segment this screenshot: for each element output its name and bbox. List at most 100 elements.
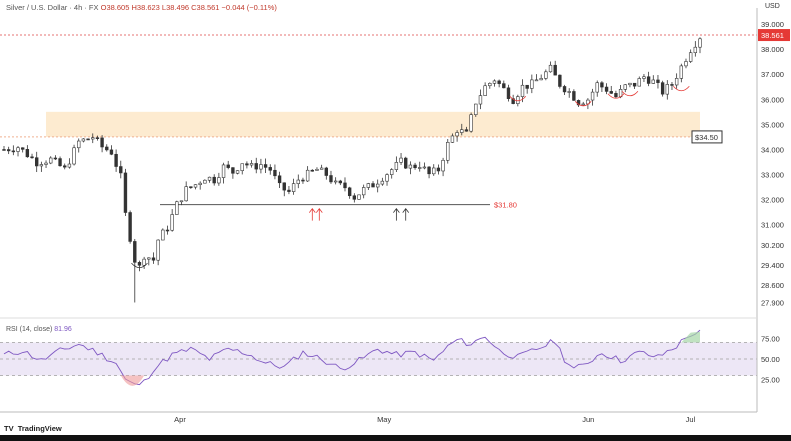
candle — [600, 81, 604, 92]
candle-body — [119, 166, 123, 174]
candle-body — [226, 164, 230, 168]
candle — [81, 138, 86, 143]
candle-body — [109, 149, 114, 155]
annotation-arrow — [308, 207, 316, 221]
candle — [58, 156, 62, 167]
level-label-34-50: $34.50 — [695, 133, 718, 142]
candle — [25, 145, 30, 158]
candle-body — [375, 183, 380, 188]
time-tick-label: Apr — [174, 415, 186, 424]
candle-body — [693, 46, 698, 54]
candle — [674, 73, 679, 89]
price-tick-label: 35.000 — [761, 120, 784, 129]
candle-body — [492, 80, 497, 84]
candle-body — [245, 163, 249, 166]
candle-body — [193, 184, 198, 188]
candle-body — [460, 129, 464, 133]
resistance-zone — [46, 111, 700, 137]
candle-body — [315, 168, 319, 171]
candle-body — [632, 82, 637, 87]
price-tick-label: 34.000 — [761, 145, 784, 154]
rsi-overbought-fill — [681, 331, 700, 343]
candle — [632, 82, 637, 89]
candle — [651, 75, 655, 84]
ohlc-readout: O38.605 H38.623 L38.496 C38.561 −0.044 (… — [100, 3, 277, 12]
candle-body — [404, 157, 408, 169]
candle-body — [259, 164, 263, 170]
candle — [478, 89, 483, 110]
candle-body — [282, 182, 286, 191]
candle-body — [184, 186, 188, 202]
candle — [165, 225, 170, 235]
candle-body — [562, 86, 567, 93]
candle-body — [189, 186, 193, 188]
candle-body — [361, 187, 366, 196]
candle — [151, 252, 156, 264]
annotation-arc — [607, 93, 625, 99]
candle — [581, 101, 585, 106]
candle-body — [81, 138, 86, 142]
price-tick-label: 33.000 — [761, 171, 784, 180]
candle — [114, 149, 118, 172]
candle — [436, 164, 441, 175]
candle-body — [2, 149, 6, 151]
candle — [413, 162, 417, 170]
candle — [123, 168, 128, 216]
candle — [16, 145, 20, 157]
candle — [203, 179, 207, 184]
candle — [301, 177, 305, 184]
candle — [492, 79, 497, 87]
candle-body — [347, 187, 352, 197]
candle — [277, 171, 282, 188]
candle-body — [142, 258, 146, 266]
candle — [506, 84, 511, 102]
candle-body — [642, 76, 646, 79]
candle — [628, 82, 632, 88]
candle-body — [483, 85, 487, 96]
candle-body — [688, 52, 693, 62]
candle-body — [58, 158, 62, 167]
candle-body — [660, 82, 665, 95]
candle — [361, 184, 366, 199]
candle — [198, 181, 202, 190]
candle-body — [170, 214, 174, 231]
candle — [446, 138, 450, 164]
candle-body — [446, 142, 450, 161]
candle — [469, 112, 473, 133]
rsi-tick-label: 25.00 — [761, 376, 780, 385]
price-tick-label: 32.000 — [761, 196, 784, 205]
annotation-arrow — [393, 207, 400, 221]
annotation-arrow — [315, 207, 323, 221]
candle-body — [544, 71, 548, 79]
candle-body — [684, 61, 688, 67]
candle-body — [91, 137, 95, 140]
candle — [567, 88, 571, 98]
price-tick-label: 36.000 — [761, 95, 784, 104]
candle — [642, 73, 646, 82]
candle — [91, 133, 95, 144]
bottom-bar — [0, 435, 791, 441]
last-price-label: 38.561 — [761, 31, 784, 40]
candle-body — [576, 100, 581, 106]
chart-header: Silver / U.S. Dollar · 4h · FX O38.605 H… — [6, 3, 277, 12]
candle — [77, 138, 81, 153]
candle-body — [198, 182, 202, 185]
candle-body — [623, 84, 627, 90]
candle-body — [497, 80, 501, 84]
candle-body — [268, 167, 272, 171]
candle — [357, 194, 361, 200]
candle — [450, 133, 455, 143]
candle — [142, 256, 146, 269]
candle-body — [133, 241, 137, 263]
candle — [614, 90, 618, 99]
candle-body — [530, 79, 534, 89]
candle-body — [502, 83, 506, 89]
candle-body — [511, 98, 515, 104]
candle — [231, 167, 235, 179]
candle — [693, 41, 698, 57]
candle — [576, 99, 581, 107]
candle-body — [95, 137, 100, 139]
candle — [67, 158, 72, 169]
candle — [119, 160, 123, 179]
